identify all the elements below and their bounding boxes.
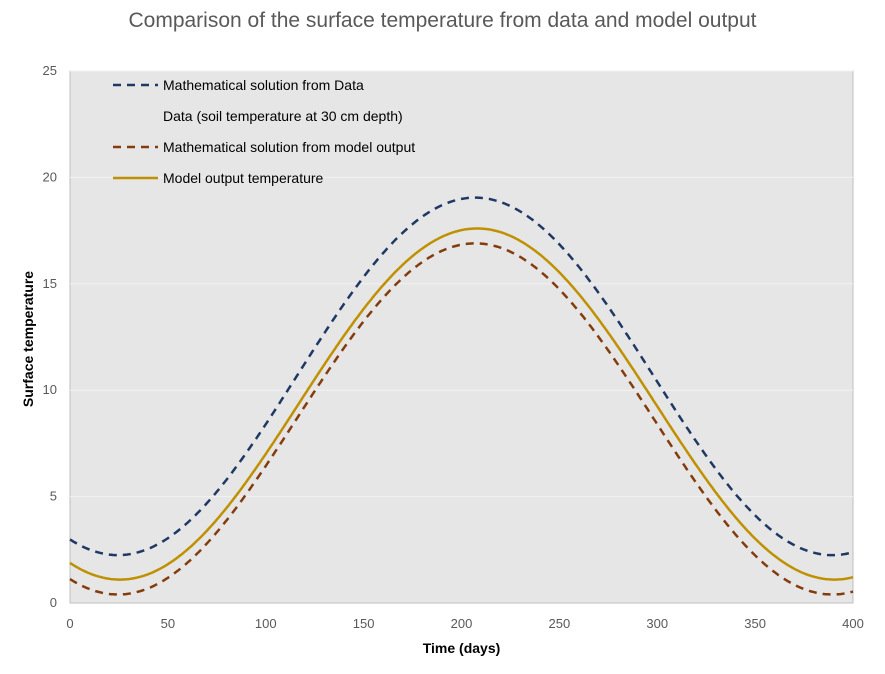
x-tick-label: 400 <box>842 616 864 631</box>
series-layer <box>69 196 854 596</box>
plot-area <box>69 70 854 604</box>
x-tick-label: 350 <box>744 616 766 631</box>
legend-label: Data (soil temperature at 30 cm depth) <box>163 108 403 124</box>
legend: Mathematical solution from Data Data (soi… <box>113 77 415 186</box>
x-tick-label: 250 <box>549 616 571 631</box>
chart-title: Comparison of the surface temperature fr… <box>128 9 757 32</box>
x-axis-label: Time (days) <box>423 640 501 656</box>
legend-label: Model output temperature <box>163 170 324 186</box>
y-tick-label: 25 <box>43 63 57 78</box>
y-tick-label: 5 <box>50 489 57 504</box>
y-tick-label: 15 <box>43 276 57 291</box>
legend-label: Mathematical solution from model output <box>163 139 415 155</box>
series-line-mathematical-solution-from-data <box>69 196 854 557</box>
x-tick-label: 0 <box>66 616 73 631</box>
x-tick-label: 200 <box>451 616 473 631</box>
y-axis-ticks: 0 5 10 15 20 25 <box>43 63 57 610</box>
series-line-model-output-temperature <box>69 227 854 581</box>
y-axis-label: Surface temperature <box>20 271 36 407</box>
y-tick-label: 20 <box>43 169 57 184</box>
x-tick-label: 300 <box>646 616 668 631</box>
legend-item-mathematical-solution-from-model-output: Mathematical solution from model output <box>113 139 415 155</box>
x-tick-label: 50 <box>161 616 175 631</box>
legend-label: Mathematical solution from Data <box>163 77 364 93</box>
x-tick-label: 150 <box>353 616 375 631</box>
series-line-mathematical-solution-from-model-output <box>69 242 854 596</box>
x-tick-label: 100 <box>255 616 277 631</box>
x-axis-ticks: 0 50 100 150 200 250 300 350 400 <box>66 616 863 631</box>
legend-item-model-output-temperature: Model output temperature <box>113 170 324 186</box>
gridlines <box>70 70 853 498</box>
legend-item-mathematical-solution-from-data: Mathematical solution from Data <box>113 77 364 93</box>
y-tick-label: 10 <box>43 382 57 397</box>
legend-item-data-soil-temperature-at-30-cm-depth: Data (soil temperature at 30 cm depth) <box>163 108 403 124</box>
y-tick-label: 0 <box>50 595 57 610</box>
